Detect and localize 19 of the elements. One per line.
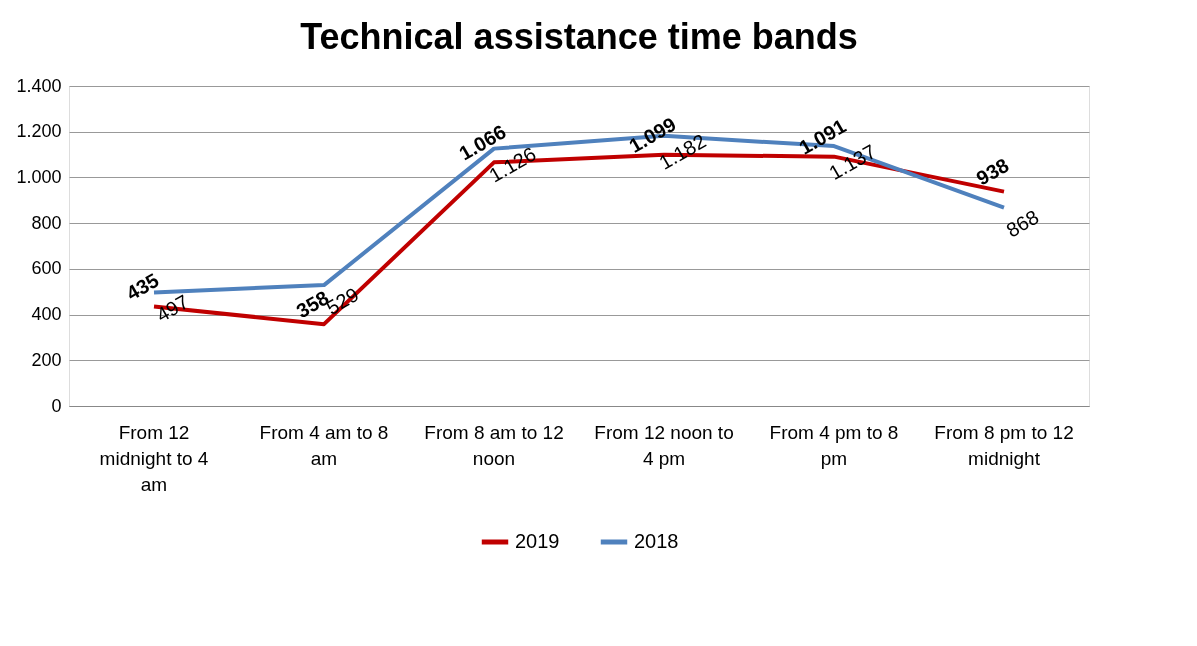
legend-label: 2018: [634, 530, 679, 552]
y-tick-label: 1.400: [16, 75, 62, 96]
y-tick-label: 1.000: [16, 166, 62, 187]
x-tick-label: From 8 pm to 12 midnight: [934, 422, 1074, 469]
chart-title: Technical assistance time bands: [300, 16, 858, 57]
y-tick-label: 1.200: [16, 121, 62, 142]
x-tick-label: From 4 pm to 8 pm: [769, 422, 899, 469]
x-tick-label: From 12 midnight to 4 am: [99, 422, 209, 495]
data-label: 938: [972, 153, 1013, 190]
legend-label: 2019: [515, 530, 560, 552]
y-tick-label: 800: [31, 212, 62, 233]
y-tick-label: 600: [31, 258, 62, 279]
x-tick-label: From 12 noon to 4 pm: [594, 422, 734, 469]
x-tick-label: From 8 am to 12 noon: [424, 422, 564, 469]
x-tick-label: From 4 am to 8 am: [259, 422, 389, 469]
y-tick-label: 400: [31, 304, 62, 325]
y-tick-label: 200: [31, 349, 62, 370]
data-label: 868: [1002, 205, 1043, 242]
y-tick-label: 0: [51, 395, 62, 416]
